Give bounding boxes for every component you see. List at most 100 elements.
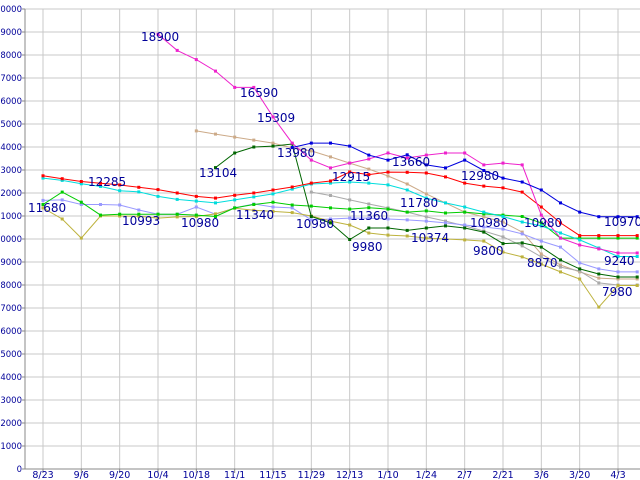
data-point-marker — [444, 219, 447, 223]
data-point-marker — [597, 281, 601, 285]
annotation-label: 11360 — [350, 209, 388, 223]
magenta-line-path — [157, 33, 638, 254]
data-point-marker — [578, 267, 582, 271]
data-point-marker — [444, 151, 447, 155]
data-point-marker — [635, 236, 639, 240]
data-point-marker — [156, 194, 160, 198]
data-point-marker — [194, 199, 198, 203]
data-point-marker — [463, 210, 467, 214]
data-point-marker — [175, 215, 179, 219]
data-point-marker — [386, 183, 390, 187]
y-tick-label: 18000 — [0, 51, 22, 61]
y-tick-label: 17000 — [0, 74, 22, 84]
data-point-marker — [118, 203, 122, 207]
data-point-marker — [348, 238, 352, 241]
data-point-marker — [444, 175, 447, 179]
data-point-marker — [367, 231, 371, 235]
data-point-marker — [309, 149, 313, 153]
y-tick-label: 14000 — [0, 143, 22, 153]
data-point-marker — [309, 141, 313, 145]
data-point-marker — [405, 156, 409, 160]
annotation-label: 13980 — [277, 146, 315, 160]
data-point-marker — [616, 277, 620, 281]
data-point-marker — [635, 251, 639, 255]
data-point-marker — [520, 215, 524, 218]
data-point-marker — [386, 217, 390, 221]
data-point-marker — [329, 141, 332, 145]
tan-line-path — [196, 130, 638, 280]
data-point-marker — [214, 212, 217, 216]
data-point-marker — [539, 205, 543, 209]
x-tick-label: 10/4 — [147, 470, 168, 480]
data-point-marker — [252, 203, 256, 206]
y-tick-label: 4000 — [0, 373, 22, 383]
data-point-marker — [539, 255, 543, 259]
data-point-marker — [137, 208, 141, 212]
data-point-marker — [290, 185, 294, 189]
data-point-marker — [233, 85, 237, 89]
data-point-marker — [329, 221, 332, 225]
data-point-marker — [597, 276, 601, 280]
annotation-label: 10970 — [604, 215, 640, 229]
data-point-marker — [271, 115, 275, 119]
data-point-marker — [559, 265, 562, 269]
data-point-marker — [578, 277, 582, 281]
annotation-label: 11780 — [400, 196, 438, 210]
data-point-marker — [444, 211, 447, 215]
data-point-marker — [329, 166, 332, 170]
annotation-label: 11340 — [236, 208, 274, 222]
data-point-marker — [290, 187, 294, 191]
data-point-marker — [137, 185, 141, 189]
data-point-marker — [348, 198, 352, 202]
y-tick-label: 19000 — [0, 28, 22, 38]
data-point-marker — [214, 201, 217, 205]
x-tick-label: 3/6 — [534, 470, 549, 480]
annotation-label: 12915 — [332, 170, 370, 184]
data-point-marker — [520, 220, 524, 224]
data-point-marker — [233, 198, 237, 202]
data-point-marker — [597, 272, 601, 276]
data-point-marker — [309, 204, 313, 208]
annotation-label: 11680 — [28, 201, 66, 215]
data-point-marker — [233, 206, 237, 210]
data-point-marker — [616, 236, 620, 240]
data-point-marker — [635, 275, 639, 279]
data-point-marker — [329, 219, 332, 223]
cyan-line — [41, 176, 639, 258]
data-point-marker — [424, 209, 428, 213]
y-tick-label: 2000 — [0, 419, 22, 429]
annotation-label: 13660 — [392, 155, 430, 169]
data-point-marker — [616, 255, 620, 258]
data-point-marker — [520, 241, 524, 245]
data-point-marker — [194, 205, 198, 209]
data-point-marker — [156, 32, 160, 36]
data-point-marker — [501, 220, 505, 224]
lavender-line-path — [42, 199, 638, 273]
data-point-marker — [175, 191, 179, 195]
data-point-marker — [41, 206, 45, 210]
data-point-marker — [290, 203, 294, 207]
x-axis-labels: 8/23 9/6 9/20 10/4 10/18 11/1 11/15 11/29 12/13 1… — [32, 470, 625, 480]
value-annotations: 11680 12285 10993 18900 10980 13104 11340 16590… — [28, 30, 640, 299]
data-point-marker — [79, 182, 83, 186]
annotation-label: 10374 — [411, 231, 449, 245]
data-point-marker — [214, 132, 217, 136]
data-point-marker — [501, 215, 505, 218]
data-point-marker — [559, 270, 562, 274]
y-tick-label: 16000 — [0, 97, 22, 107]
data-point-marker — [348, 216, 352, 220]
data-point-marker — [578, 210, 582, 214]
data-point-marker — [501, 186, 505, 190]
data-point-marker — [367, 181, 371, 185]
annotation-label: 10980 — [181, 216, 219, 230]
y-tick-label: 15000 — [0, 120, 22, 130]
data-point-marker — [616, 275, 620, 279]
data-point-marker — [233, 151, 237, 155]
magenta-line — [156, 32, 639, 255]
data-point-marker — [520, 230, 524, 234]
data-point-marker — [386, 207, 390, 211]
data-point-marker — [520, 163, 524, 167]
data-point-marker — [367, 202, 371, 206]
